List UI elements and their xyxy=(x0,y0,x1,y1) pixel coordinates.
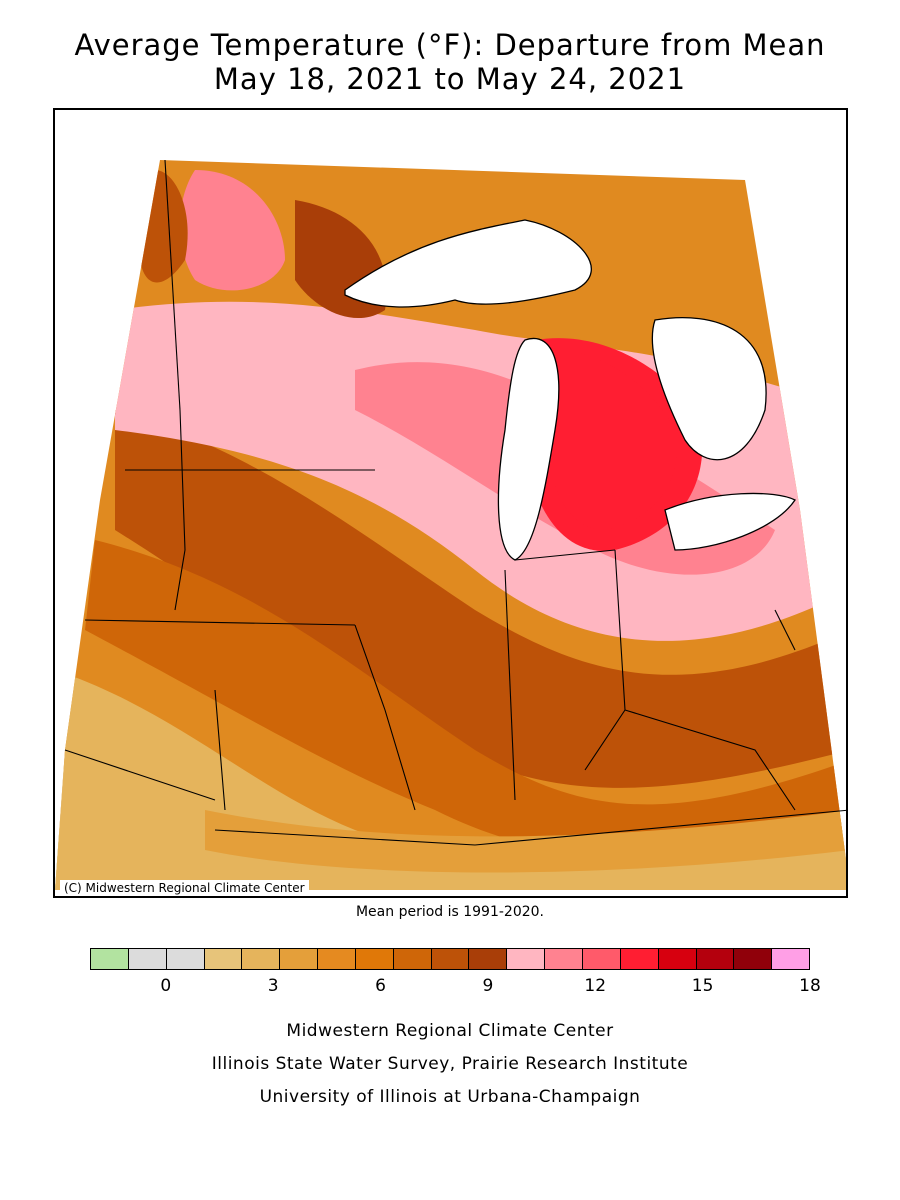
region-brown-band xyxy=(115,410,846,788)
legend-swatch xyxy=(696,949,735,969)
legend-tick-label: 6 xyxy=(375,976,386,996)
legend-swatch xyxy=(242,949,281,969)
map-credit: (C) Midwestern Regional Climate Center xyxy=(60,880,309,896)
legend-swatch xyxy=(507,949,546,969)
legend-tick-label: 0 xyxy=(160,976,172,996)
lake-superior xyxy=(344,219,592,308)
footer-org: Midwestern Regional Climate Center xyxy=(286,1021,614,1041)
lake-michigan xyxy=(497,337,560,561)
legend-swatch xyxy=(355,949,394,969)
legend-swatch xyxy=(166,949,205,969)
legend-ticks: 0 3 6 9 12 15 18 xyxy=(90,970,820,1000)
footer-university: University of Illinois at Urbana-Champai… xyxy=(259,1087,641,1107)
state-borders xyxy=(64,159,846,846)
legend-tick-label: 9 xyxy=(482,976,494,996)
legend-swatch xyxy=(620,949,659,969)
legend-swatch xyxy=(582,949,621,969)
legend-tick-label: 15 xyxy=(691,976,714,996)
legend-swatch xyxy=(280,949,319,969)
lake-erie xyxy=(664,492,796,551)
legend-swatch xyxy=(431,949,470,969)
legend-tick-label: 3 xyxy=(267,976,279,996)
legend-swatch xyxy=(128,949,167,969)
legend-swatch xyxy=(393,949,432,969)
footer-survey: Illinois State Water Survey, Prairie Res… xyxy=(211,1054,689,1074)
legend-swatch xyxy=(91,949,129,969)
map-panel xyxy=(53,108,848,898)
legend-swatch xyxy=(318,949,356,969)
map-title: Average Temperature (°F): Departure from… xyxy=(74,28,826,62)
lake-huron xyxy=(651,317,767,461)
legend-swatch xyxy=(469,949,508,969)
legend-swatch xyxy=(658,949,697,969)
legend-swatch xyxy=(545,949,583,969)
map-date-range: May 18, 2021 to May 24, 2021 xyxy=(213,62,687,96)
color-legend xyxy=(90,948,810,970)
legend-tick-label: 12 xyxy=(584,976,607,996)
legend-swatch xyxy=(772,949,810,969)
mean-period-note: Mean period is 1991-2020. xyxy=(355,904,545,920)
legend-swatch xyxy=(734,949,773,969)
legend-tick-label: 18 xyxy=(799,976,821,996)
legend-swatch xyxy=(204,949,243,969)
temperature-departure-map xyxy=(55,159,846,890)
